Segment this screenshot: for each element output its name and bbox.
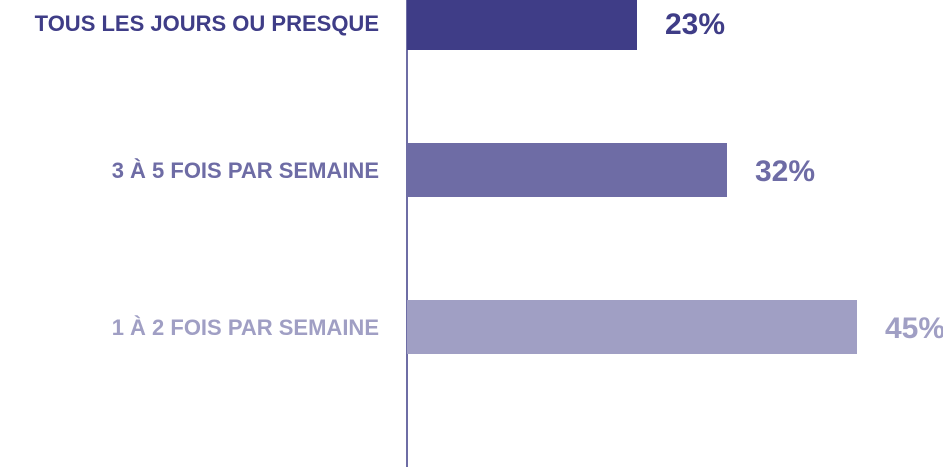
category-label: TOUS LES JOURS OU PRESQUE [35,11,379,36]
value-label: 45% [885,312,943,345]
category-label: 1 À 2 FOIS PAR SEMAINE [112,315,379,340]
bar [407,0,637,50]
bar [407,300,857,354]
value-label: 32% [755,155,815,188]
category-label: 3 À 5 FOIS PAR SEMAINE [112,158,379,183]
value-label: 23% [665,8,725,41]
bar [407,143,727,197]
